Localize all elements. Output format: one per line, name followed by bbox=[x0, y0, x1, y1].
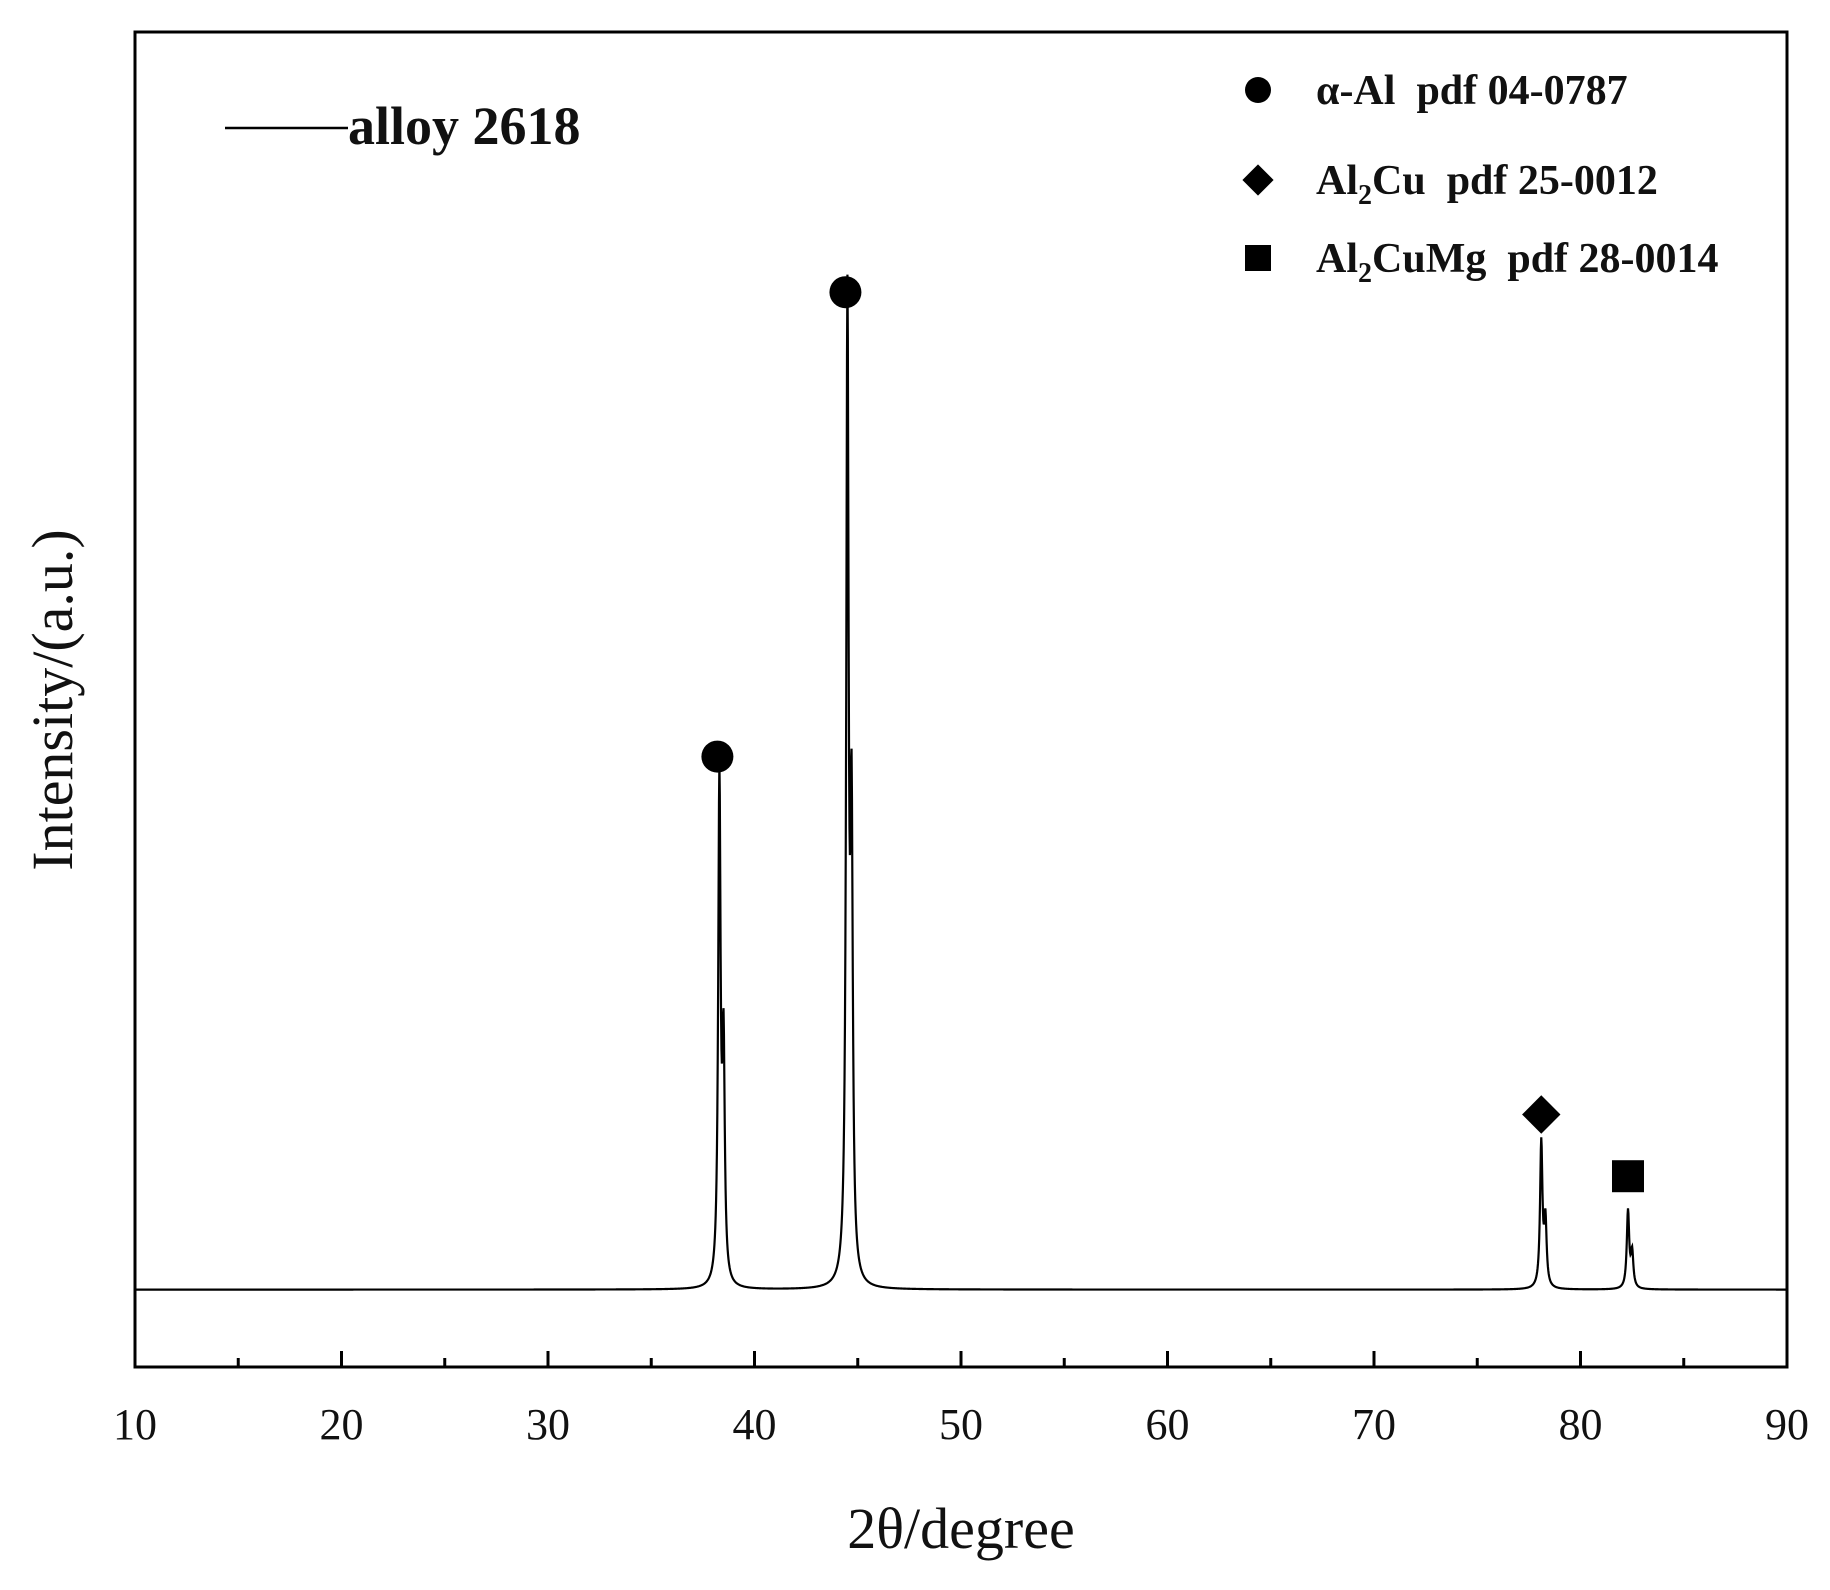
x-axis-title: 2θ/degree bbox=[847, 1496, 1074, 1561]
legend-marker-diamond bbox=[1242, 164, 1274, 196]
legend-label-3: Al2CuMg pdf 28-0014 bbox=[1316, 236, 1719, 289]
plot-frame bbox=[133, 30, 1789, 1369]
x-axis-tick-labels: 10 20 30 40 50 60 70 80 90 bbox=[113, 1400, 1809, 1449]
x-tick-label-80: 80 bbox=[1559, 1400, 1603, 1449]
x-tick-label-70: 70 bbox=[1352, 1400, 1396, 1449]
y-axis-title: Intensity/(a.u.) bbox=[20, 529, 85, 870]
peak-marker-4 bbox=[1611, 1160, 1644, 1193]
x-tick-label-30: 30 bbox=[526, 1400, 570, 1449]
legend: α-Al pdf 04-0787 Al2Cu pdf 25-0012 Al2CuMg… bbox=[1242, 68, 1719, 289]
x-tick-label-40: 40 bbox=[733, 1400, 777, 1449]
x-tick-label-90: 90 bbox=[1765, 1400, 1809, 1449]
legend-marker-circle bbox=[1245, 77, 1271, 103]
legend-label-1: α-Al pdf 04-0787 bbox=[1316, 68, 1628, 114]
x-tick-label-50: 50 bbox=[939, 1400, 983, 1449]
legend-marker-square bbox=[1245, 245, 1271, 271]
series-label: alloy 2618 bbox=[348, 96, 581, 156]
x-tick-label-60: 60 bbox=[1146, 1400, 1190, 1449]
peak-marker-2 bbox=[829, 276, 862, 309]
x-tick-label-10: 10 bbox=[113, 1400, 157, 1449]
series-line-alloy-2618 bbox=[135, 274, 1787, 1291]
peak-marker-1 bbox=[701, 740, 734, 773]
peak-markers bbox=[701, 276, 1644, 1193]
legend-label-2: Al2Cu pdf 25-0012 bbox=[1316, 158, 1658, 211]
x-axis-ticks bbox=[133, 1351, 1789, 1367]
x-tick-label-20: 20 bbox=[320, 1400, 364, 1449]
peak-marker-3 bbox=[1522, 1095, 1561, 1134]
